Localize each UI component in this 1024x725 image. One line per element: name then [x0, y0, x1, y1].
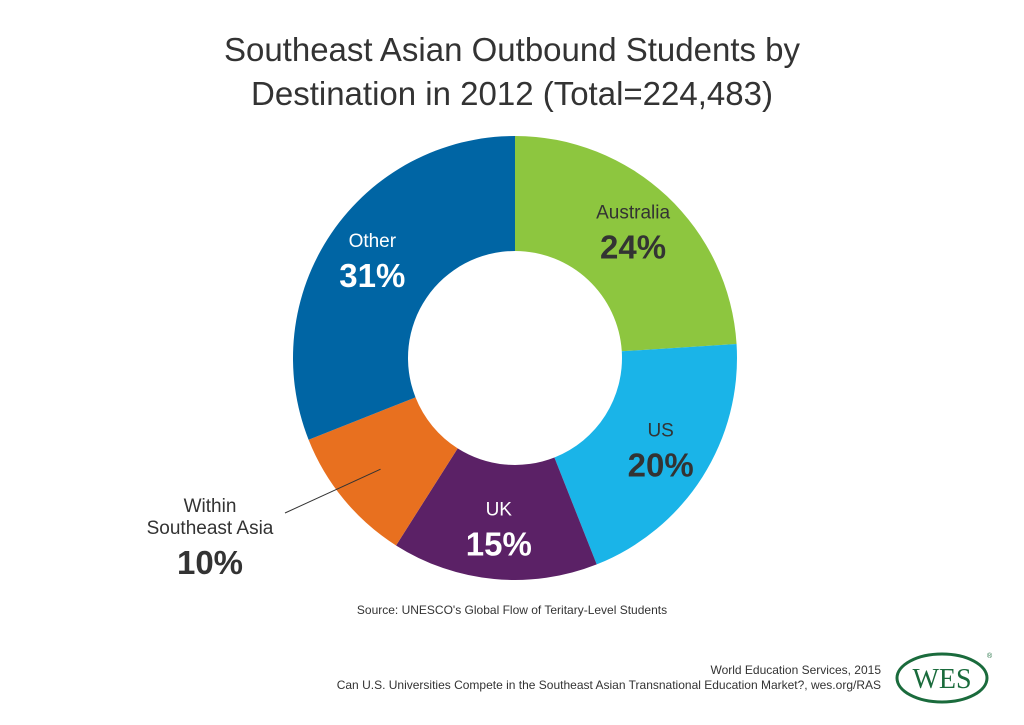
slice-value-uk: 15%	[466, 526, 532, 563]
slice-label-us-line-1: US	[647, 420, 673, 441]
slice-value-us: 20%	[628, 446, 694, 483]
logo-text: WES	[912, 664, 971, 695]
slice-value-within-southeast-asia: 10%	[177, 544, 243, 581]
chart-title-line-1: Southeast Asian Outbound Students by	[223, 31, 801, 68]
slice-us	[554, 344, 737, 565]
wes-logo: WES ®	[895, 652, 993, 704]
slice-other	[292, 136, 515, 440]
slice-label-uk-line-1: UK	[486, 500, 513, 521]
slice-value-other: 31%	[339, 257, 405, 294]
slice-australia	[515, 136, 737, 352]
slice-label-within-southeast-asia-line-2: Southeast Asia	[147, 518, 274, 539]
slice-label-within-southeast-asia-line-1: Within	[184, 496, 237, 517]
logo-ellipse	[895, 652, 989, 704]
donut-slices	[292, 136, 737, 580]
source-note: Source: UNESCO's Global Flow of Teritary…	[356, 603, 668, 617]
slice-uk	[396, 448, 597, 580]
credit-line-2: Can U.S. Universities Compete in the Sou…	[336, 678, 881, 692]
slice-value-australia: 24%	[600, 228, 666, 265]
slice-within-southeast-asia	[308, 397, 458, 546]
slice-label-australia-line-1: Australia	[596, 202, 670, 223]
registered-mark: ®	[987, 652, 993, 660]
slice-label-other-line-1: Other	[349, 231, 397, 252]
credit-line-1: World Education Services, 2015	[710, 663, 881, 677]
chart-title-line-2: Destination in 2012 (Total=224,483)	[251, 75, 773, 112]
leader-line-within-southeast-asia	[284, 468, 381, 514]
footer-credits: World Education Services, 2015 Can U.S. …	[337, 663, 881, 693]
chart-title: Southeast Asian Outbound Students by Des…	[0, 28, 1024, 116]
